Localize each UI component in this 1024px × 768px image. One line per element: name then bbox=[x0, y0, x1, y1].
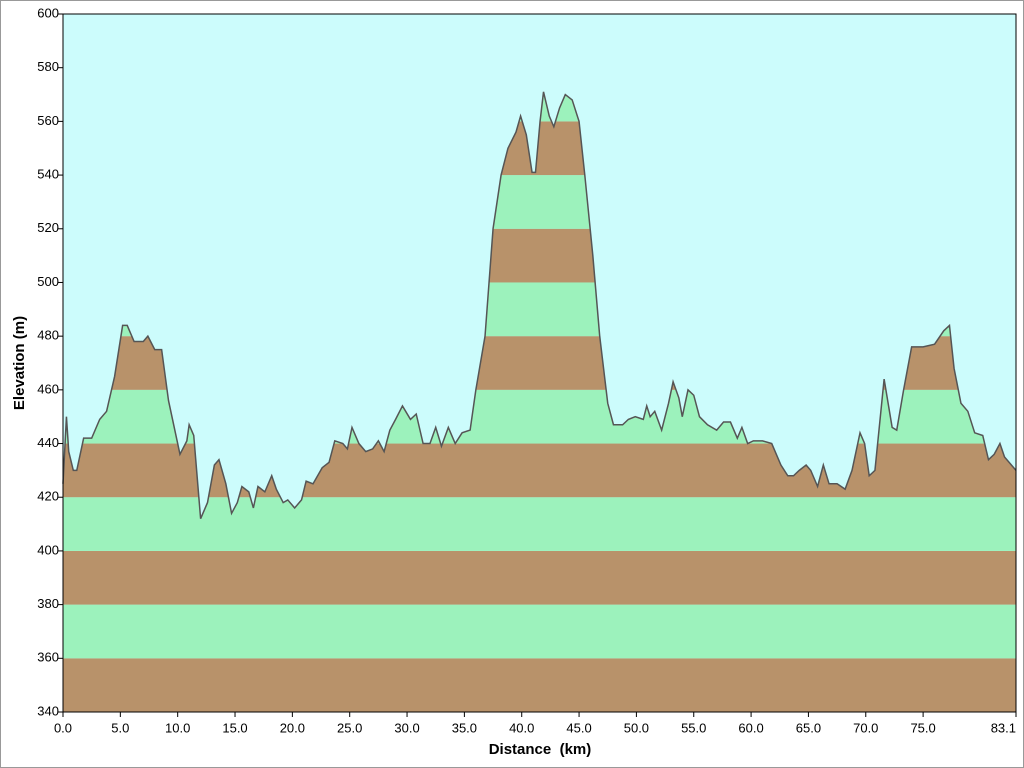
y-tick-label: 500 bbox=[37, 274, 59, 289]
y-tick-label: 560 bbox=[37, 113, 59, 128]
y-tick-label: 360 bbox=[37, 650, 59, 665]
y-tick-label: 520 bbox=[37, 220, 59, 235]
y-tick-label: 440 bbox=[37, 435, 59, 450]
elevation-band bbox=[63, 604, 1016, 659]
y-tick-label: 460 bbox=[37, 381, 59, 396]
x-tick-label: 15.0 bbox=[222, 720, 247, 735]
x-tick-label: 5.0 bbox=[111, 720, 129, 735]
x-tick-label: 65.0 bbox=[796, 720, 821, 735]
y-tick-label: 480 bbox=[37, 328, 59, 343]
y-tick-label: 420 bbox=[37, 489, 59, 504]
x-tick-label: 0.0 bbox=[54, 720, 72, 735]
y-tick-label: 540 bbox=[37, 167, 59, 182]
x-tick-label: 30.0 bbox=[394, 720, 419, 735]
y-tick-label: 340 bbox=[37, 703, 59, 718]
x-tick-label: 40.0 bbox=[509, 720, 534, 735]
x-tick-label: 55.0 bbox=[681, 720, 706, 735]
elevation-band bbox=[63, 550, 1016, 605]
y-tick-label: 380 bbox=[37, 596, 59, 611]
x-tick-label: 20.0 bbox=[280, 720, 305, 735]
y-tick-label: 580 bbox=[37, 59, 59, 74]
elevation-band bbox=[63, 497, 1016, 551]
x-tick-label: 50.0 bbox=[624, 720, 649, 735]
x-tick-label: 83.1 bbox=[991, 720, 1016, 735]
y-axis-title: Elevation (m) bbox=[11, 316, 28, 410]
profile-line bbox=[62, 91, 1017, 520]
x-tick-label: 70.0 bbox=[853, 720, 878, 735]
x-tick-label: 35.0 bbox=[452, 720, 477, 735]
x-tick-label: 10.0 bbox=[165, 720, 190, 735]
x-tick-label: 75.0 bbox=[910, 720, 935, 735]
y-tick-label: 600 bbox=[37, 5, 59, 20]
elevation-band bbox=[63, 658, 1016, 712]
y-tick-label: 400 bbox=[37, 542, 59, 557]
x-tick-label: 25.0 bbox=[337, 720, 362, 735]
x-tick-label: 60.0 bbox=[738, 720, 763, 735]
x-axis-title: Distance (km) bbox=[489, 741, 592, 758]
plot-border bbox=[62, 13, 1017, 713]
x-tick-label: 45.0 bbox=[566, 720, 591, 735]
